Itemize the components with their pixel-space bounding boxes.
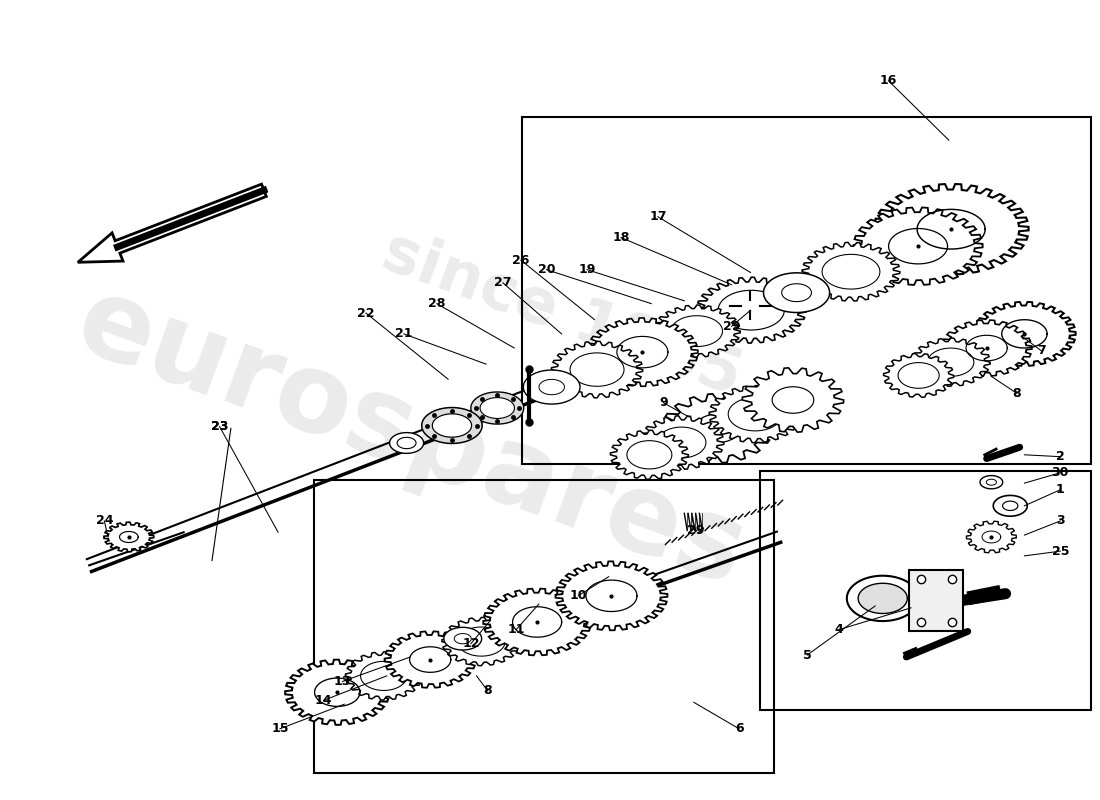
- Polygon shape: [742, 368, 844, 432]
- Text: 5: 5: [803, 649, 812, 662]
- Polygon shape: [980, 475, 1003, 489]
- Polygon shape: [854, 207, 982, 285]
- Polygon shape: [458, 627, 505, 656]
- Polygon shape: [974, 302, 1076, 366]
- Text: 12: 12: [462, 638, 480, 650]
- Text: 6: 6: [735, 722, 744, 735]
- Polygon shape: [524, 370, 580, 404]
- Polygon shape: [539, 379, 564, 394]
- Polygon shape: [103, 522, 154, 552]
- Polygon shape: [397, 438, 416, 449]
- Polygon shape: [858, 583, 907, 614]
- Polygon shape: [343, 674, 377, 694]
- Polygon shape: [556, 562, 668, 630]
- Text: eurospares: eurospares: [62, 267, 759, 608]
- Text: 9: 9: [659, 396, 668, 410]
- Polygon shape: [671, 316, 723, 346]
- Text: 20: 20: [538, 263, 556, 276]
- Text: 18: 18: [613, 231, 629, 244]
- Polygon shape: [728, 398, 782, 431]
- Polygon shape: [772, 386, 814, 414]
- Text: 27: 27: [494, 276, 512, 290]
- Polygon shape: [432, 414, 472, 437]
- Polygon shape: [546, 592, 603, 626]
- Text: 4: 4: [835, 623, 844, 636]
- Polygon shape: [334, 668, 387, 700]
- Polygon shape: [639, 416, 724, 469]
- Text: 16: 16: [880, 74, 898, 87]
- Text: 29: 29: [723, 320, 740, 333]
- Polygon shape: [483, 589, 591, 655]
- Text: 3: 3: [1056, 514, 1065, 527]
- Polygon shape: [444, 627, 482, 650]
- Text: 2: 2: [1056, 450, 1065, 463]
- Polygon shape: [385, 631, 476, 688]
- Text: 8: 8: [1013, 387, 1021, 400]
- Text: 25: 25: [1052, 545, 1069, 558]
- Text: 7: 7: [1037, 344, 1046, 358]
- Polygon shape: [1002, 501, 1018, 510]
- Polygon shape: [910, 570, 962, 631]
- Polygon shape: [822, 254, 880, 289]
- Text: 14: 14: [315, 694, 332, 707]
- Text: 19: 19: [579, 263, 596, 276]
- Polygon shape: [710, 386, 801, 442]
- Polygon shape: [570, 353, 624, 386]
- Polygon shape: [627, 441, 672, 469]
- Polygon shape: [873, 184, 1028, 274]
- Polygon shape: [480, 398, 515, 418]
- Text: 8: 8: [484, 685, 492, 698]
- Text: 21: 21: [395, 327, 412, 340]
- Polygon shape: [442, 618, 520, 666]
- Text: 30: 30: [1052, 466, 1069, 479]
- Text: 22: 22: [358, 306, 375, 319]
- Polygon shape: [987, 479, 997, 485]
- Text: 23: 23: [211, 420, 228, 433]
- Polygon shape: [345, 652, 422, 700]
- Polygon shape: [657, 427, 706, 458]
- Text: since 1985: since 1985: [374, 222, 749, 408]
- Text: 26: 26: [513, 254, 529, 266]
- Text: 28: 28: [428, 297, 446, 310]
- Text: 13: 13: [333, 675, 351, 688]
- Polygon shape: [421, 407, 482, 443]
- Polygon shape: [696, 278, 806, 343]
- Polygon shape: [389, 433, 424, 454]
- Polygon shape: [847, 576, 918, 621]
- Text: 11: 11: [507, 623, 525, 636]
- Polygon shape: [610, 430, 689, 479]
- Text: 17: 17: [649, 210, 667, 223]
- Text: 15: 15: [272, 722, 289, 735]
- Text: 1: 1: [1056, 483, 1065, 496]
- Polygon shape: [361, 662, 407, 690]
- Polygon shape: [993, 495, 1027, 516]
- Polygon shape: [763, 273, 829, 313]
- Text: 24: 24: [96, 514, 113, 527]
- Polygon shape: [967, 522, 1016, 553]
- Polygon shape: [942, 320, 1032, 376]
- Polygon shape: [653, 305, 740, 358]
- Polygon shape: [898, 362, 939, 388]
- Polygon shape: [551, 342, 642, 398]
- Polygon shape: [883, 354, 954, 398]
- Polygon shape: [911, 338, 990, 386]
- Polygon shape: [782, 284, 812, 302]
- Polygon shape: [471, 392, 524, 424]
- Text: 10: 10: [570, 589, 587, 602]
- Polygon shape: [662, 394, 772, 462]
- Text: 23: 23: [211, 420, 228, 433]
- Polygon shape: [285, 660, 389, 725]
- Polygon shape: [587, 318, 697, 386]
- Polygon shape: [454, 634, 471, 644]
- FancyArrow shape: [78, 184, 266, 262]
- Polygon shape: [695, 414, 740, 442]
- Polygon shape: [802, 242, 900, 301]
- Polygon shape: [927, 348, 974, 376]
- Polygon shape: [718, 290, 784, 330]
- Polygon shape: [558, 598, 592, 619]
- Text: 29: 29: [688, 524, 704, 537]
